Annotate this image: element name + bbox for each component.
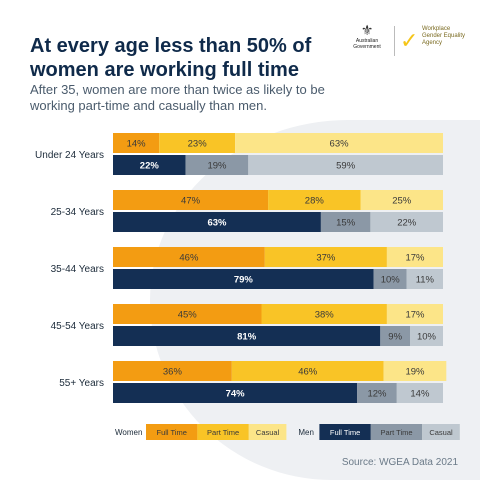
source-note: Source: WGEA Data 2021 — [341, 457, 458, 468]
data-label-women-casual-55-years: 19% — [405, 367, 425, 378]
data-label-women-full-time-under-24-years: 14% — [127, 139, 147, 150]
data-label-men-part-time-55-years: 12% — [367, 389, 387, 400]
data-label-women-part-time-under-24-years: 23% — [188, 139, 208, 150]
bar-men-casual-under-24-years — [248, 155, 443, 175]
bar-men-full-time-25-34-years — [113, 212, 321, 232]
wgea-logo: ✓ Workplace Gender Equality Agency — [400, 26, 470, 60]
category-label-25-34-years: 25-34 Years — [51, 207, 104, 218]
bar-women-casual-45-54-years — [386, 304, 443, 324]
category-label-55-years: 55+ Years — [59, 378, 104, 389]
bar-men-part-time-55-years — [357, 383, 397, 403]
data-label-women-part-time-55-years: 46% — [298, 367, 318, 378]
bar-women-casual-35-44-years — [386, 247, 443, 267]
data-label-men-casual-25-34-years: 22% — [397, 218, 417, 229]
data-label-men-full-time-45-54-years: 81% — [237, 332, 257, 343]
data-label-men-full-time-25-34-years: 63% — [207, 218, 227, 229]
bar-men-casual-45-54-years — [410, 326, 443, 346]
legend-group-women: Women — [115, 428, 142, 437]
bar-men-casual-55-years — [396, 383, 443, 403]
legend-label-men-full-time: Full Time — [330, 428, 360, 437]
chart-subtitle: After 35, women are more than twice as l… — [30, 82, 325, 113]
bar-women-part-time-35-44-years — [264, 247, 387, 267]
background-shape — [150, 120, 480, 480]
data-label-men-full-time-35-44-years: 79% — [234, 275, 254, 286]
legend-label-women-part-time: Part Time — [207, 428, 239, 437]
bar-men-part-time-under-24-years — [185, 155, 249, 175]
data-label-women-casual-under-24-years: 63% — [330, 139, 350, 150]
data-label-women-full-time-45-54-years: 45% — [178, 310, 198, 321]
data-label-women-casual-25-34-years: 25% — [392, 196, 412, 207]
government-logo-text: Australian Government — [353, 38, 381, 50]
bar-women-full-time-45-54-years — [113, 304, 262, 324]
bar-men-casual-35-44-years — [406, 269, 443, 289]
data-label-women-full-time-35-44-years: 46% — [179, 253, 199, 264]
data-label-men-full-time-under-24-years: 22% — [140, 161, 160, 172]
data-label-women-part-time-45-54-years: 38% — [315, 310, 335, 321]
bar-women-part-time-25-34-years — [268, 190, 361, 210]
bar-women-part-time-55-years — [231, 361, 384, 381]
data-label-women-casual-45-54-years: 17% — [405, 310, 425, 321]
bar-women-full-time-35-44-years — [113, 247, 265, 267]
legend-label-women-full-time: Full Time — [156, 428, 186, 437]
australian-government-logo: ⚜ Australian Government — [342, 22, 392, 50]
legend-swatch-men-full-time — [319, 424, 371, 440]
bar-men-full-time-55-years — [113, 383, 358, 403]
chart-title: At every age less than 50% of women are … — [30, 35, 312, 81]
legend-group-men: Men — [298, 428, 314, 437]
data-label-men-full-time-55-years: 74% — [226, 389, 246, 400]
legend-label-men-casual: Casual — [429, 428, 453, 437]
data-label-men-part-time-35-44-years: 10% — [381, 275, 401, 286]
data-label-women-full-time-25-34-years: 47% — [181, 196, 201, 207]
data-label-men-casual-under-24-years: 59% — [336, 161, 356, 172]
legend-swatch-women-full-time — [146, 424, 198, 440]
legend-swatch-women-casual — [248, 424, 287, 440]
bar-women-full-time-25-34-years — [113, 190, 269, 210]
bar-women-casual-25-34-years — [360, 190, 443, 210]
category-label-45-54-years: 45-54 Years — [51, 321, 104, 332]
bar-women-part-time-45-54-years — [261, 304, 387, 324]
bar-women-casual-under-24-years — [235, 133, 443, 153]
legend-swatch-men-casual — [422, 424, 460, 440]
bar-men-part-time-35-44-years — [373, 269, 407, 289]
bar-women-casual-55-years — [383, 361, 447, 381]
bar-men-full-time-35-44-years — [113, 269, 374, 289]
legend-swatch-women-part-time — [197, 424, 249, 440]
data-label-men-part-time-25-34-years: 15% — [336, 218, 356, 229]
checkmark-icon: ✓ — [400, 28, 419, 53]
bar-women-full-time-under-24-years — [113, 133, 160, 153]
bar-women-part-time-under-24-years — [159, 133, 236, 153]
bar-men-part-time-25-34-years — [320, 212, 371, 232]
legend-label-women-casual: Casual — [256, 428, 280, 437]
category-label-35-44-years: 35-44 Years — [51, 264, 104, 275]
data-label-women-full-time-55-years: 36% — [163, 367, 183, 378]
bar-men-full-time-45-54-years — [113, 326, 381, 346]
crest-icon: ⚜ — [360, 22, 374, 38]
bar-men-casual-25-34-years — [370, 212, 443, 232]
category-label-under-24-years: Under 24 Years — [35, 150, 104, 161]
wgea-logo-text: Workplace Gender Equality Agency — [422, 26, 466, 46]
data-label-men-casual-45-54-years: 10% — [417, 332, 437, 343]
data-label-men-casual-35-44-years: 11% — [416, 275, 435, 286]
data-label-women-casual-35-44-years: 17% — [405, 253, 425, 264]
bar-men-full-time-under-24-years — [113, 155, 186, 175]
legend-swatch-men-part-time — [370, 424, 423, 440]
logo-divider — [394, 26, 395, 56]
data-label-men-casual-55-years: 14% — [410, 389, 430, 400]
data-label-women-part-time-25-34-years: 28% — [305, 196, 325, 207]
bar-women-full-time-55-years — [113, 361, 232, 381]
logos: ⚜ Australian Government ✓ Workplace Gend… — [342, 22, 472, 64]
legend-label-men-part-time: Part Time — [380, 428, 412, 437]
data-label-men-part-time-45-54-years: 9% — [388, 332, 402, 343]
data-label-women-part-time-35-44-years: 37% — [316, 253, 336, 264]
data-label-men-part-time-under-24-years: 19% — [207, 161, 227, 172]
bar-men-part-time-45-54-years — [380, 326, 410, 346]
